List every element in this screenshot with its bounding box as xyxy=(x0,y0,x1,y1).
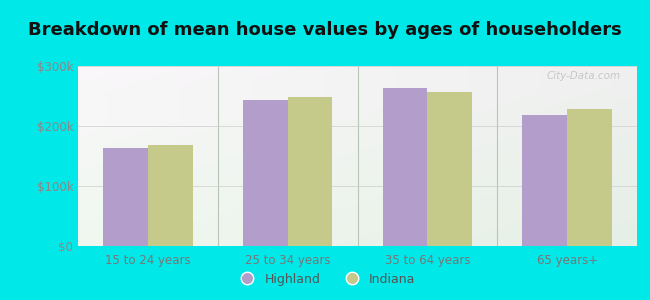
Bar xyxy=(148,145,192,246)
Bar xyxy=(103,148,148,246)
Text: City-Data.com: City-Data.com xyxy=(546,71,620,81)
Bar xyxy=(428,92,472,246)
Bar xyxy=(523,115,567,246)
Text: Breakdown of mean house values by ages of householders: Breakdown of mean house values by ages o… xyxy=(28,21,622,39)
Legend: Highland, Indiana: Highland, Indiana xyxy=(229,268,421,291)
Bar xyxy=(567,109,612,246)
Bar xyxy=(383,88,428,246)
Bar xyxy=(243,100,287,246)
Bar xyxy=(287,97,332,246)
